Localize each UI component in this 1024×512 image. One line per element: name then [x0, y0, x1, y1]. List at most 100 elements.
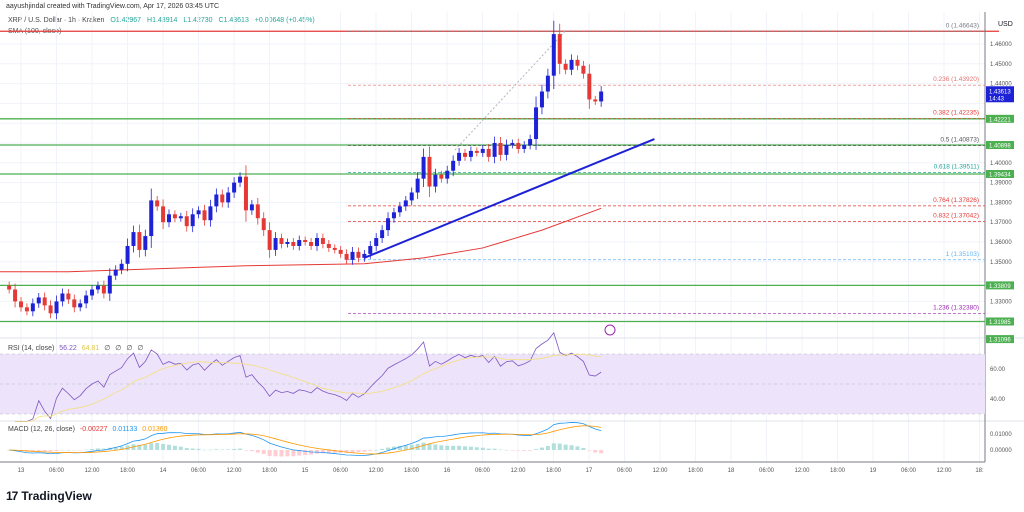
- macd-histogram-bar: [214, 449, 219, 450]
- candle-body: [66, 293, 71, 300]
- macd-histogram-bar: [66, 449, 71, 451]
- macd-histogram-bar: [196, 448, 201, 450]
- candle-body: [297, 240, 302, 246]
- macd-histogram-bar: [391, 446, 396, 450]
- candle-body: [498, 143, 503, 155]
- macd-histogram-bar: [90, 449, 95, 450]
- time-tick: 18:00: [120, 468, 136, 474]
- time-tick: 18: [728, 468, 735, 474]
- price-tick: 1.46000: [990, 42, 1012, 48]
- candle-body: [125, 245, 130, 264]
- rsi-extra: ∅: [137, 345, 144, 352]
- macd-histogram-bar: [510, 450, 515, 451]
- ohlc-open: O1.42967: [110, 17, 142, 24]
- macd-histogram-bar: [42, 450, 47, 452]
- macd-histogram-bar: [344, 450, 349, 453]
- candle-body: [563, 63, 568, 70]
- candle-body: [48, 305, 53, 314]
- macd-histogram-bar: [303, 450, 308, 455]
- current-price: 1.43613: [989, 89, 1011, 95]
- price-tick: 1.35000: [990, 260, 1012, 266]
- candle-body: [214, 194, 219, 207]
- time-tick: 18:00: [830, 468, 846, 474]
- candle-body: [486, 148, 491, 157]
- time-tick: 12:00: [84, 468, 100, 474]
- candle-body: [255, 204, 260, 219]
- brand-name: TradingView: [21, 489, 92, 503]
- candle-body: [492, 143, 497, 157]
- candle-body: [208, 206, 213, 221]
- candle-body: [551, 34, 556, 76]
- candle-body: [391, 212, 396, 219]
- time-tick: 16: [444, 468, 451, 474]
- price-tick: 1.39000: [990, 181, 1012, 187]
- candle-body: [161, 206, 166, 223]
- candle-body: [309, 242, 314, 246]
- macd-histogram-bar: [178, 446, 183, 450]
- macd-histogram-bar: [119, 446, 124, 450]
- macd-signal-value: 0.01360: [142, 426, 168, 433]
- macd-legend[interactable]: MACD (12, 26, close) -0.00227 0.01133 0.…: [8, 426, 171, 433]
- macd-label: MACD (12, 26, close): [8, 426, 75, 433]
- macd-histogram-bar: [261, 450, 266, 455]
- candle-body: [78, 303, 83, 308]
- fib-trend-line: [454, 30, 566, 151]
- candle-body: [42, 297, 47, 306]
- macd-histogram-bar: [368, 450, 373, 451]
- price-tick: 1.37000: [990, 220, 1012, 226]
- rsi-ma-value: 64.81: [81, 345, 100, 352]
- level-badge: [986, 281, 1014, 290]
- candle-body: [107, 275, 112, 294]
- fib-level-label: 0.764 (1.37826): [933, 197, 979, 204]
- macd-histogram-bar: [445, 445, 450, 450]
- macd-histogram-bar: [332, 450, 337, 453]
- macd-histogram-bar: [356, 450, 361, 453]
- candle-body: [575, 59, 580, 66]
- level-badge-text: 1.39434: [989, 173, 1011, 179]
- candle-body: [196, 210, 201, 215]
- ohlc-low: L1.42730: [183, 17, 213, 24]
- rsi-extra: ∅: [115, 345, 122, 352]
- macd-histogram-bar: [249, 450, 254, 452]
- fib-level-label: 1 (1.35103): [946, 251, 979, 258]
- time-tick: 06:00: [759, 468, 775, 474]
- time-tick: 06:00: [49, 468, 65, 474]
- ohlc-high: H1.43914: [147, 17, 178, 24]
- macd-histogram-bar: [421, 442, 426, 450]
- candle-body: [409, 192, 414, 201]
- candle-body: [13, 289, 18, 302]
- macd-histogram-bar: [172, 445, 177, 450]
- rsi-tick: 40.00: [990, 397, 1006, 403]
- macd-histogram-bar: [480, 447, 485, 450]
- price-tick: 1.44000: [990, 82, 1012, 88]
- candle-body: [545, 75, 550, 92]
- candle-body: [232, 182, 237, 193]
- rsi-legend[interactable]: RSI (14, close) 56.22 64.81 ∅ ∅ ∅ ∅: [8, 344, 147, 352]
- level-badge-text: 1.42221: [989, 117, 1011, 123]
- time-tick: 06:00: [333, 468, 349, 474]
- macd-histogram-bar: [84, 449, 89, 451]
- tradingview-logo[interactable]: 17 TradingView: [6, 489, 92, 503]
- candle-body: [516, 143, 521, 149]
- price-tick: 1.36000: [990, 240, 1012, 246]
- candle-body: [149, 200, 154, 237]
- macd-histogram-bar: [569, 445, 574, 450]
- macd-histogram-bar: [498, 449, 503, 451]
- macd-histogram-bar: [320, 450, 325, 454]
- candle-body: [344, 253, 349, 260]
- macd-histogram-bar: [202, 449, 207, 451]
- time-tick: 12:00: [652, 468, 668, 474]
- rsi-ma-line: [15, 353, 602, 422]
- candle-body: [84, 295, 89, 304]
- price-tick: 1.45000: [990, 62, 1012, 68]
- macd-histogram-bar: [143, 444, 148, 450]
- candle-body: [90, 289, 95, 296]
- macd-histogram-bar: [587, 450, 592, 451]
- time-tick: 12:00: [510, 468, 526, 474]
- candle-body: [534, 107, 539, 140]
- macd-histogram-bar: [474, 447, 479, 450]
- level-badge-text: 1.31096: [989, 338, 1011, 344]
- time-tick: 18:00: [688, 468, 704, 474]
- macd-histogram-bar: [350, 450, 355, 453]
